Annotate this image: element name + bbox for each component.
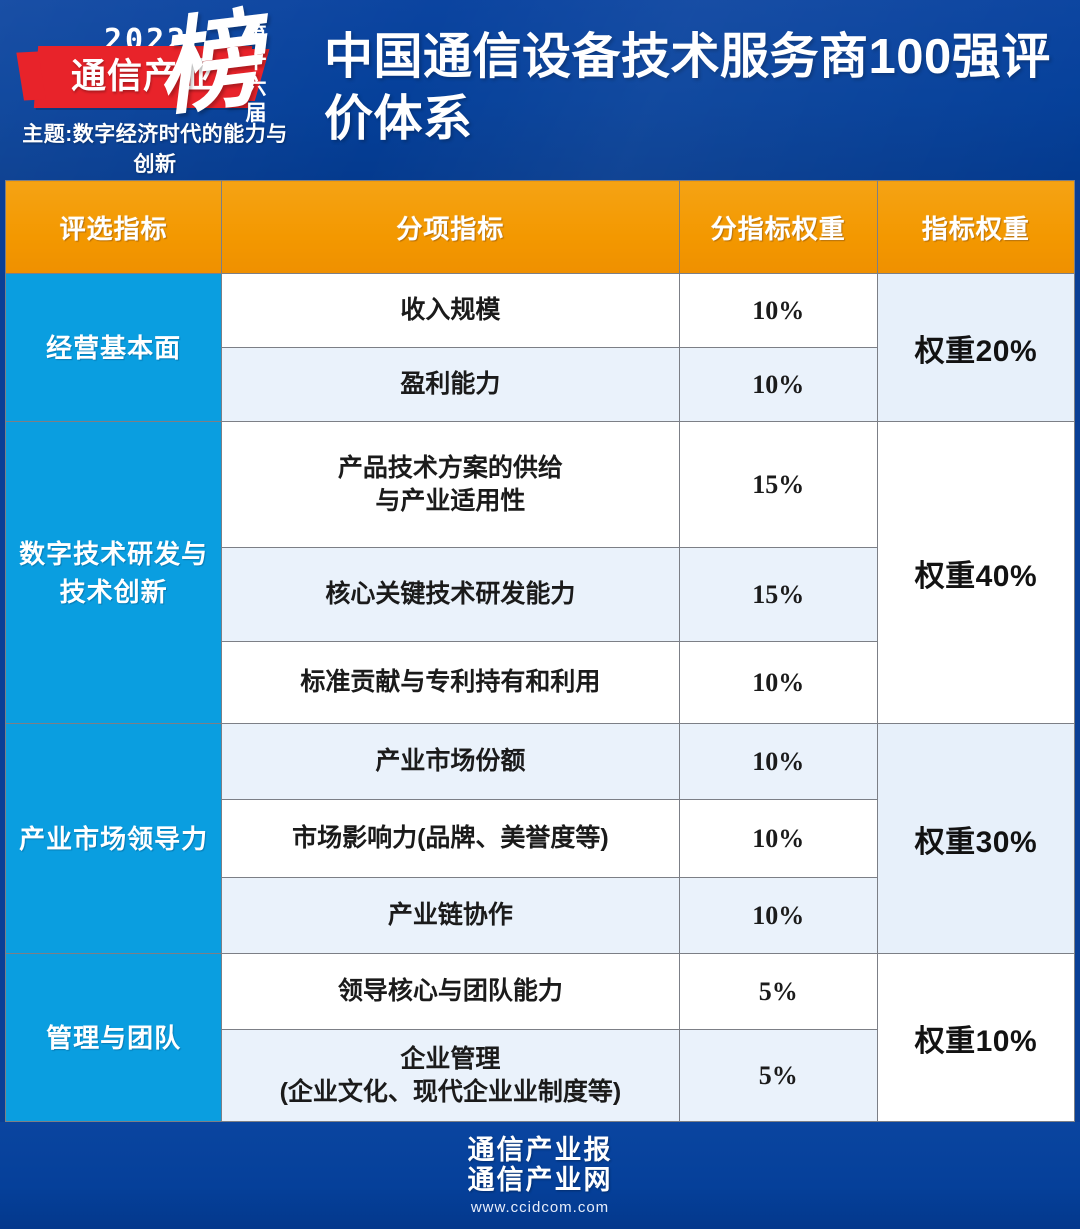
page-title: 中国通信设备技术服务商100强评价体系	[324, 30, 1051, 146]
logo-theme-text: 主题:数字经济时代的能力与创新	[22, 123, 288, 176]
table-row: 经营基本面 收入规模 10% 权重20%	[4, 273, 1076, 422]
sub-weight-cell: 5%	[678, 953, 878, 1030]
group-total-weight-4: 权重10%	[876, 953, 1076, 1122]
sub-criteria-cell: 领导核心与团队能力	[221, 953, 680, 1030]
group-label-2: 数字技术研发与技术创新	[4, 421, 223, 724]
group-total-weight-3: 权重30%	[876, 723, 1076, 954]
sub-weight-cell: 5%	[678, 1029, 878, 1122]
sub-weight-cell: 10%	[678, 723, 878, 800]
sub-criteria-cell: 产品技术方案的供给 与产业适用性	[221, 421, 680, 548]
header-cell-sub-weight: 分指标权重	[678, 180, 878, 274]
sub-criteria-cell: 标准贡献与专利持有和利用	[221, 641, 680, 724]
group-label-3: 产业市场领导力	[4, 723, 223, 954]
group-total-weight-1: 权重20%	[876, 273, 1076, 422]
table-row: 产业链协作 10%	[6, 877, 1075, 954]
header-banner: 2022 通信产业 榜 第十六届 主题:数字经济时代的能力与创新 中国通信设备技…	[0, 0, 1080, 180]
table-body: 经营基本面 收入规模 10% 权重20% 盈利能力 10% 数字技术研发与技术创…	[4, 273, 1076, 1122]
sub-weight-cell: 15%	[678, 421, 878, 548]
sub-criteria-cell: 核心关键技术研发能力	[221, 547, 680, 642]
sub-criteria-cell: 产业链协作	[221, 877, 680, 954]
table-row: 标准贡献与专利持有和利用 10%	[6, 641, 1075, 724]
group-label-1: 经营基本面	[4, 273, 223, 422]
sub-weight-cell: 10%	[678, 641, 878, 724]
footer-url: www.ccidcom.com	[470, 1199, 610, 1216]
header-cell-criteria: 评选指标	[4, 180, 223, 274]
table-row: 企业管理 (企业文化、现代企业业制度等) 5%	[6, 1029, 1075, 1122]
evaluation-matrix-table: 评选指标 分项指标 分指标权重 指标权重 经营基本面 收入规模 10% 权重20…	[4, 180, 1076, 1122]
logo-edition-text: 第十六届	[245, 23, 267, 125]
sub-criteria-cell: 市场影响力(品牌、美誉度等)	[221, 799, 680, 878]
brand-logo: 2022 通信产业 榜 第十六届 主题:数字经济时代的能力与创新	[0, 0, 300, 180]
table-row: 管理与团队 领导核心与团队能力 5% 权重10%	[4, 953, 1076, 1122]
sub-criteria-cell: 企业管理 (企业文化、现代企业业制度等)	[221, 1029, 680, 1122]
footer-bar: 通信产业报 通信产业网 www.ccidcom.com	[0, 1122, 1080, 1229]
table-row: 数字技术研发与技术创新 产品技术方案的供给 与产业适用性 15% 权重40%	[4, 421, 1076, 724]
sub-weight-cell: 15%	[678, 547, 878, 642]
sub-weight-cell: 10%	[678, 347, 878, 422]
table-row: 产业市场领导力 产业市场份额 10% 权重30%	[4, 723, 1076, 954]
sub-criteria-cell: 收入规模	[221, 273, 680, 348]
table-row: 盈利能力 10%	[6, 347, 1075, 422]
sub-weight-cell: 10%	[678, 799, 878, 878]
table-row: 核心关键技术研发能力 15%	[6, 547, 1075, 642]
header-cell-subcriteria: 分项指标	[221, 180, 680, 274]
group-total-weight-2: 权重40%	[876, 421, 1076, 724]
header-cell-total-weight: 指标权重	[876, 180, 1076, 274]
table-container: 评选指标 分项指标 分指标权重 指标权重 经营基本面 收入规模 10% 权重20…	[0, 180, 1080, 1122]
sub-criteria-cell: 盈利能力	[221, 347, 680, 422]
table-header-row: 评选指标 分项指标 分指标权重 指标权重	[4, 180, 1076, 274]
sub-weight-cell: 10%	[678, 877, 878, 954]
sub-weight-cell: 10%	[678, 273, 878, 348]
logo-brand-text: 通信产业	[70, 57, 215, 96]
sub-criteria-cell: 产业市场份额	[221, 723, 680, 800]
footer-publication-web: 通信产业网	[467, 1165, 613, 1195]
footer-publication-paper: 通信产业报	[467, 1135, 613, 1165]
table-row: 市场影响力(品牌、美誉度等) 10%	[6, 799, 1075, 878]
group-label-4: 管理与团队	[4, 953, 223, 1122]
